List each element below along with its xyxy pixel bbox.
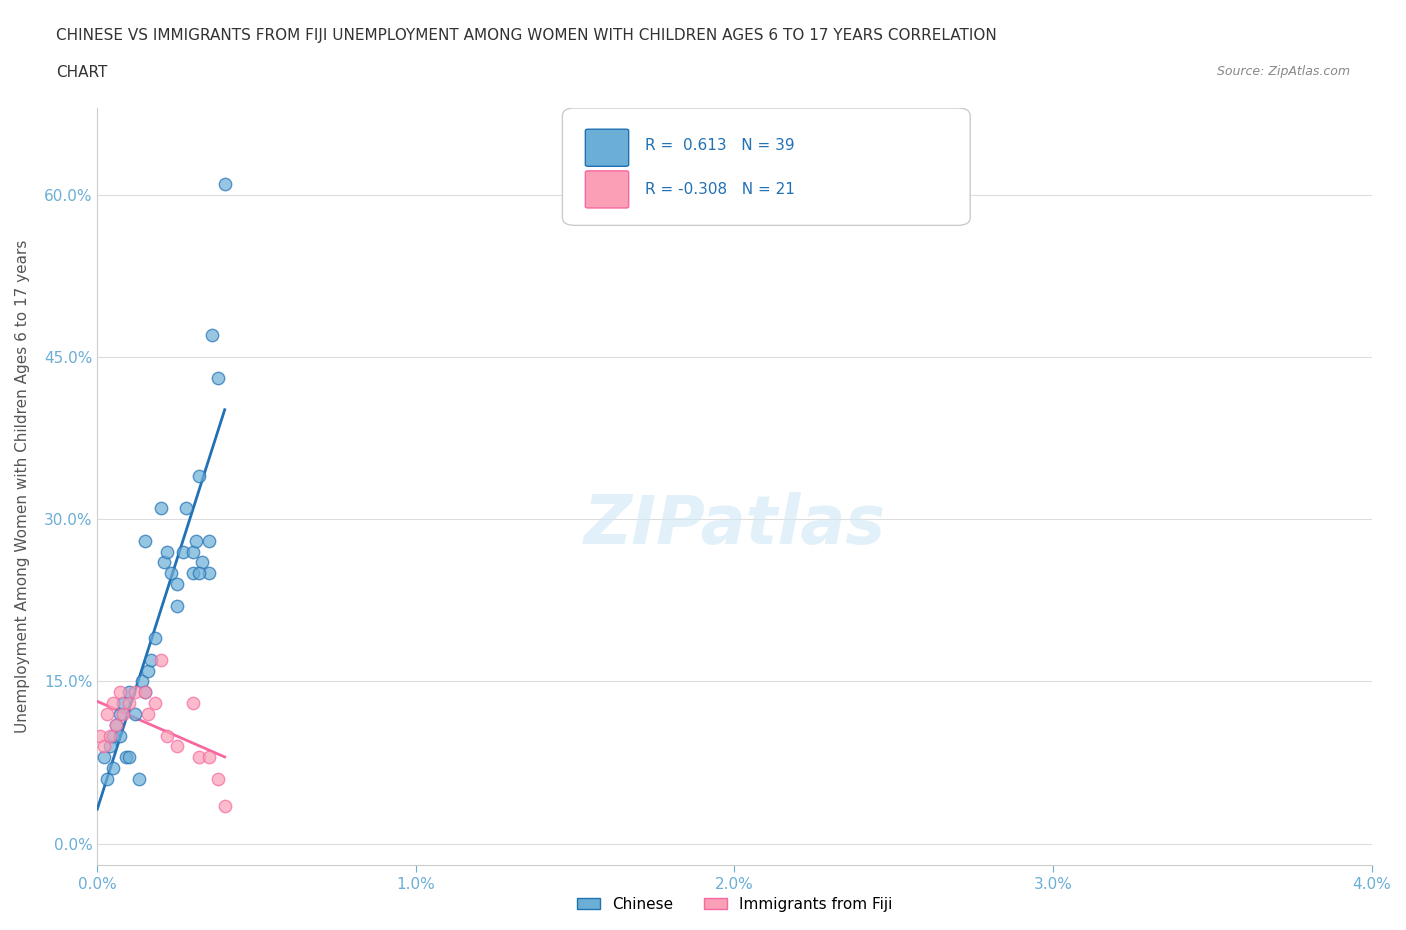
FancyBboxPatch shape [562, 108, 970, 225]
Point [98, 739, 121, 754]
Point [156, 544, 179, 559]
Text: R =  0.613   N = 39: R = 0.613 N = 39 [645, 139, 794, 153]
Point [108, 728, 131, 743]
Point [188, 469, 211, 484]
Point [101, 761, 124, 776]
Point [159, 565, 181, 580]
Y-axis label: Unemployment Among Women with Children Ages 6 to 17 years: Unemployment Among Women with Children A… [15, 240, 30, 734]
Text: Source: ZipAtlas.com: Source: ZipAtlas.com [1216, 65, 1350, 78]
Point [181, 565, 204, 580]
Point [176, 501, 198, 516]
Point [143, 631, 166, 645]
Point [184, 533, 207, 548]
Point [136, 663, 159, 678]
Point [197, 533, 219, 548]
Point [149, 652, 172, 667]
Point [134, 684, 156, 699]
Point [149, 501, 172, 516]
Point [128, 771, 150, 786]
Point [153, 555, 176, 570]
Point [111, 696, 134, 711]
Point [166, 598, 188, 613]
Point [207, 771, 229, 786]
Point [93, 750, 115, 764]
Point [98, 728, 121, 743]
Text: CHART: CHART [56, 65, 108, 80]
Point [96, 707, 118, 722]
Legend: Chinese, Immigrants from Fiji: Chinese, Immigrants from Fiji [571, 891, 898, 918]
Point [214, 177, 236, 192]
Point [131, 674, 153, 689]
Point [115, 750, 138, 764]
Point [101, 696, 124, 711]
Point [134, 684, 156, 699]
Point [197, 565, 219, 580]
Point [105, 717, 128, 732]
Point [197, 750, 219, 764]
Point [93, 739, 115, 754]
Point [181, 544, 204, 559]
Point [124, 684, 146, 699]
Point [166, 739, 188, 754]
Point [108, 684, 131, 699]
Text: R = -0.308   N = 21: R = -0.308 N = 21 [645, 181, 796, 196]
Point [156, 728, 179, 743]
Point [172, 544, 194, 559]
Point [166, 577, 188, 591]
Point [181, 696, 204, 711]
Point [188, 750, 211, 764]
Point [136, 707, 159, 722]
Point [101, 728, 124, 743]
Point [118, 684, 141, 699]
Point [134, 533, 156, 548]
FancyBboxPatch shape [585, 171, 628, 208]
Point [89, 728, 111, 743]
Point [207, 371, 229, 386]
Point [124, 707, 146, 722]
Point [201, 327, 224, 342]
Point [118, 750, 141, 764]
Point [191, 555, 214, 570]
Point [108, 707, 131, 722]
Point [214, 798, 236, 813]
FancyBboxPatch shape [585, 129, 628, 166]
Text: CHINESE VS IMMIGRANTS FROM FIJI UNEMPLOYMENT AMONG WOMEN WITH CHILDREN AGES 6 TO: CHINESE VS IMMIGRANTS FROM FIJI UNEMPLOY… [56, 28, 997, 43]
Point [143, 696, 166, 711]
Point [118, 696, 141, 711]
Point [105, 717, 128, 732]
Point [188, 565, 211, 580]
Point [111, 707, 134, 722]
Text: ZIPatlas: ZIPatlas [583, 492, 886, 558]
Point [96, 771, 118, 786]
Point [141, 652, 163, 667]
